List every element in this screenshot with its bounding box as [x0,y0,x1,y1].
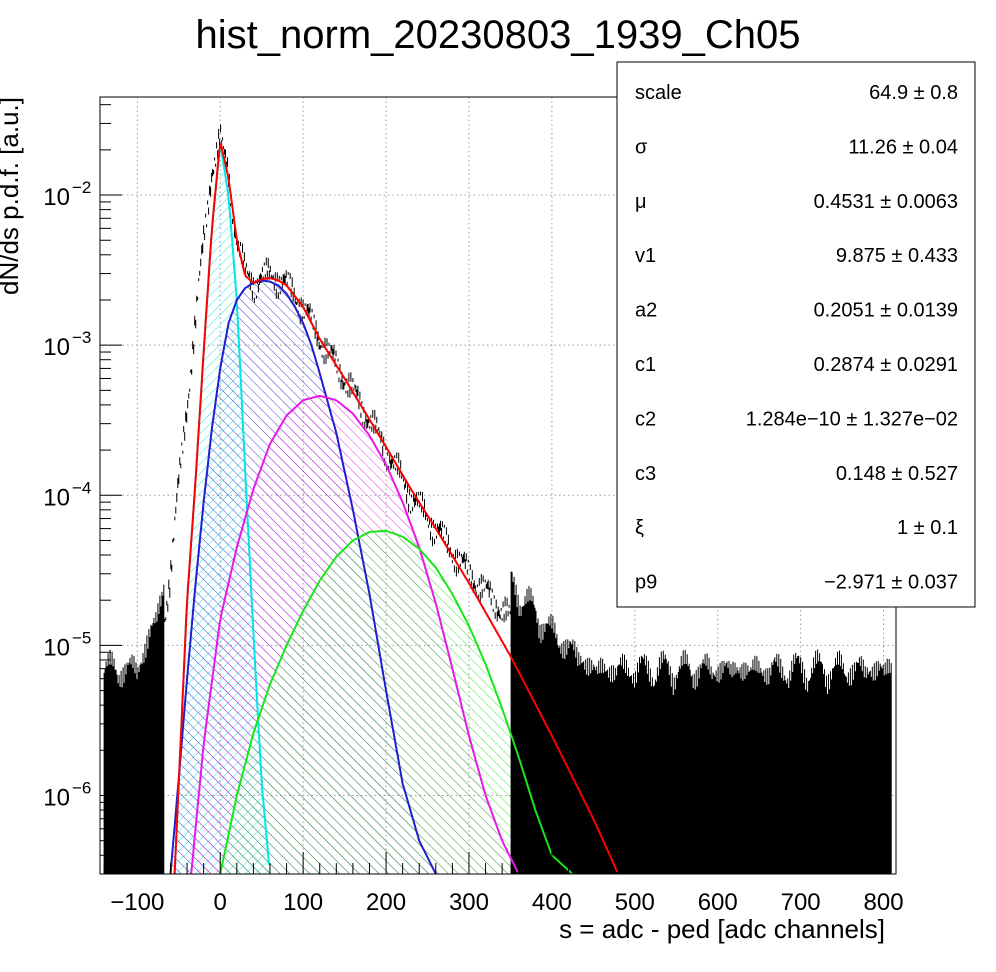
y-tick-label: 10 [43,634,70,661]
stat-name: a2 [635,300,657,322]
x-tick-label: 700 [781,889,821,916]
x-axis-label: s = adc - ped [adc channels] [559,914,885,944]
fit-component-fills [170,148,572,874]
x-tick-label: 300 [449,889,489,916]
histogram-bins [103,124,892,874]
y-axis-label: dN/ds p.d.f. [a.u.] [0,97,24,295]
stat-name: ξ [635,517,644,539]
y-tick-label: 10 [43,334,70,361]
y-tick-label: 10 [43,184,70,211]
stat-value: −2.971 ± 0.037 [824,572,958,594]
stat-name: σ [635,136,648,158]
stat-value: 1.284e−10 ± 1.327e−02 [746,408,958,430]
x-tick-label: 500 [615,889,655,916]
stat-name: c3 [635,463,656,485]
y-tick-exponent: −5 [72,628,91,647]
fit-curve [190,395,519,874]
stat-name: c2 [635,408,656,430]
y-tick-exponent: −3 [72,328,91,347]
y-tick-exponent: −4 [72,478,91,497]
y-tick-label: 10 [43,484,70,511]
stat-value: 0.4531 ± 0.0063 [814,191,958,213]
stat-value: 0.2051 ± 0.0139 [814,300,958,322]
stat-name: μ [635,191,647,213]
x-tick-label: 100 [283,889,323,916]
stat-value: 9.875 ± 0.433 [836,245,958,267]
stat-name: p9 [635,572,657,594]
stat-value: 0.148 ± 0.527 [836,463,958,485]
histogram [103,124,892,874]
stats-box: scale 64.9 ± 0.8 σ 11.26 ± 0.04 μ 0.4531 ± 0.… [616,61,976,608]
stat-value: 0.2874 ± 0.0291 [814,354,958,376]
x-tick-label: 600 [698,889,738,916]
fit-curve [173,140,619,874]
fit-curve [219,529,573,874]
stat-value: 64.9 ± 0.8 [869,82,958,104]
chart-title: hist_norm_20230803_1939_Ch05 [196,13,801,57]
stats-box-frame [616,61,976,608]
stat-name: v1 [635,245,656,267]
x-tick-label: 0 [214,889,227,916]
y-tick-exponent: −2 [72,178,91,197]
y-tick-label: 10 [43,785,70,812]
fit-curve [169,279,437,874]
stat-name: scale [635,82,682,104]
stat-name: c1 [635,354,656,376]
stat-value: 1 ± 0.1 [897,517,958,539]
stat-value: 11.26 ± 0.04 [848,136,958,158]
x-tick-label: 800 [864,889,904,916]
fit-curves [169,140,619,874]
x-tick-label: 200 [366,889,406,916]
y-tick-exponent: −6 [72,779,91,798]
x-tick-label: −100 [110,889,164,916]
x-tick-label: 400 [532,889,572,916]
